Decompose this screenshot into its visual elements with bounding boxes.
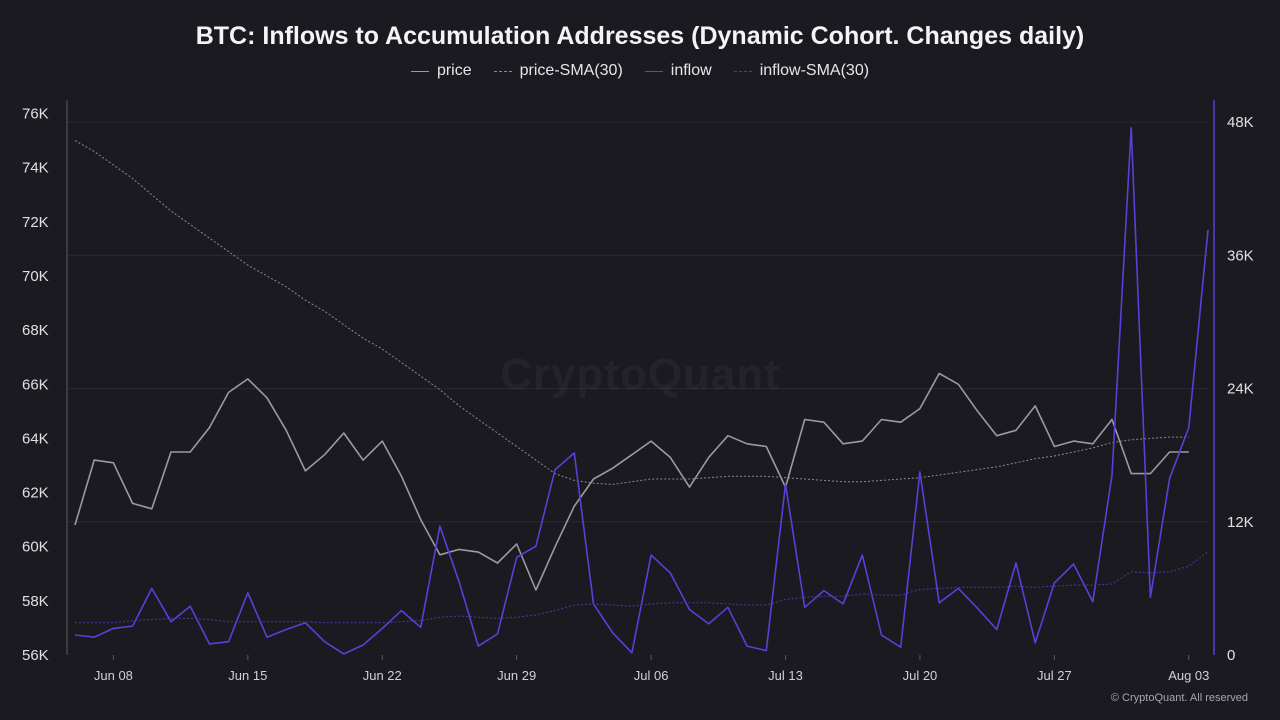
left-axis-tick-label: 76K (22, 106, 49, 123)
legend-label-inflow: inflow (670, 62, 712, 79)
left-axis-tick-label: 66K (22, 376, 49, 393)
right-axis-tick-label: 0 (1227, 647, 1235, 664)
legend-swatch-inflow (644, 70, 663, 72)
x-axis-tick-label: Jun 15 (228, 668, 267, 683)
legend-item-price-sma[interactable]: price-SMA(30) (493, 62, 623, 80)
series-line-price (74, 372, 1189, 591)
legend-label-inflow-sma: inflow-SMA(30) (759, 62, 870, 79)
legend-swatch-price (410, 70, 429, 72)
left-axis-tick-label: 74K (22, 160, 49, 177)
x-axis-tick-label: Jul 06 (634, 668, 669, 683)
left-axis-tick-label: 56K (22, 647, 49, 664)
legend-label-price-sma: price-SMA(30) (519, 62, 623, 79)
legend-item-inflow[interactable]: inflow (644, 62, 712, 80)
right-axis-tick-label: 48K (1227, 114, 1254, 131)
left-axis-tick-label: 60K (22, 539, 49, 556)
left-axis-tick-label: 72K (22, 214, 49, 231)
legend-swatch-price-sma (493, 70, 512, 72)
legend-swatch-inflow-sma (733, 70, 752, 72)
x-axis-tick-label: Jul 20 (903, 668, 938, 683)
x-axis-tick-label: Jun 29 (497, 668, 536, 683)
right-axis-tick-label: 36K (1227, 247, 1254, 264)
legend-item-inflow-sma[interactable]: inflow-SMA(30) (733, 62, 870, 80)
x-axis-tick-label: Aug 03 (1168, 668, 1209, 683)
chart-lines (74, 127, 1209, 655)
left-axis-tick-label: 62K (22, 485, 49, 502)
chart-title: BTC: Inflows to Accumulation Addresses (… (195, 22, 1085, 50)
chart-axes (66, 100, 1215, 655)
left-axis-ticks: 56K 58K 60K 62K 64K 66K 68K 70K 72K 74K 76K (22, 106, 49, 664)
legend-item-price[interactable]: price (410, 62, 472, 80)
series-line-inflow-sma-30 (75, 551, 1209, 624)
x-axis-tick-label: Jun 22 (363, 668, 402, 683)
x-axis-ticks: Jun 08 Jun 15 Jun 22 Jun 29 Jul 06 Jul 13 Jul … (94, 655, 1209, 683)
series-line-price-sma-30 (74, 140, 1189, 485)
legend-label-price: price (436, 62, 472, 79)
watermark: CryptoQuant (0, 350, 1280, 400)
x-axis-tick-label: Jun 08 (94, 668, 133, 683)
series-line-inflow (74, 127, 1209, 655)
right-axis-tick-label: 12K (1227, 514, 1254, 531)
right-axis-tick-label: 24K (1227, 381, 1254, 398)
x-axis-tick-label: Jul 27 (1037, 668, 1072, 683)
x-axis-tick-label: Jul 13 (768, 668, 803, 683)
right-axis-ticks: 0 12K 24K 36K 48K (1227, 114, 1254, 664)
left-axis-tick-label: 68K (22, 322, 49, 339)
chart-grid (67, 121, 1208, 523)
copyright-footer: © CryptoQuant. All reserved (1110, 692, 1248, 704)
chart-legend: price price-SMA(30) inflow inflow-SMA(30… (0, 62, 1280, 80)
left-axis-tick-label: 58K (22, 593, 49, 610)
left-axis-tick-label: 70K (22, 268, 49, 285)
left-axis-tick-label: 64K (22, 430, 49, 447)
